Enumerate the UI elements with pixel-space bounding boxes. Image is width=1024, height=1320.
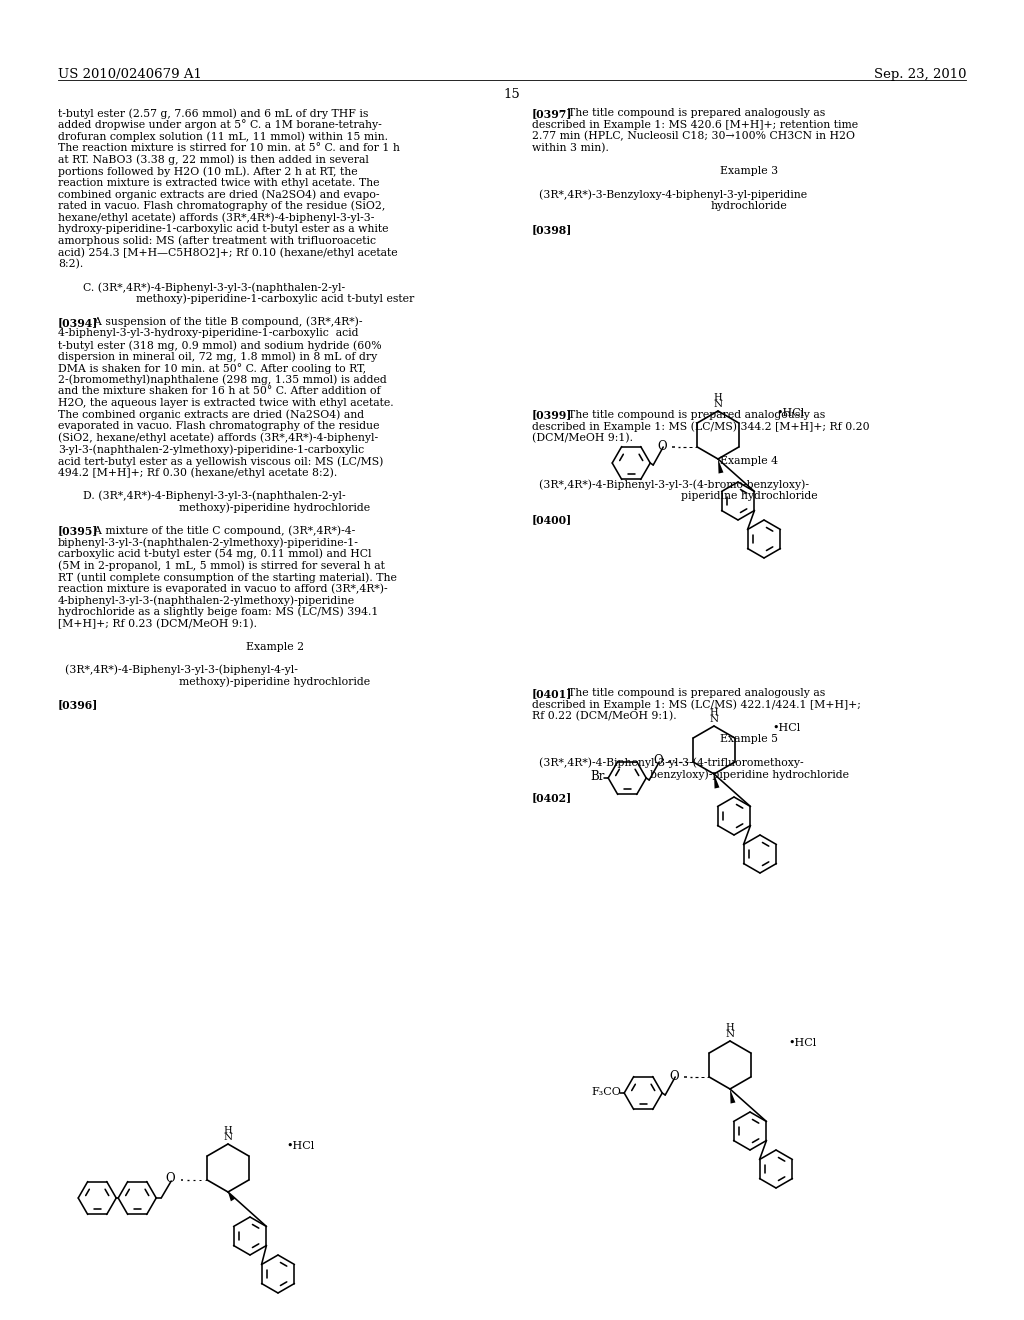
Text: at RT. NaBO3 (3.38 g, 22 mmol) is then added in several: at RT. NaBO3 (3.38 g, 22 mmol) is then a… (58, 154, 369, 165)
Text: A mixture of the title C compound, (3R*,4R*)-4-: A mixture of the title C compound, (3R*,… (87, 525, 355, 536)
Text: H: H (223, 1126, 232, 1135)
Text: evaporated in vacuo. Flash chromatography of the residue: evaporated in vacuo. Flash chromatograph… (58, 421, 380, 432)
Text: Rf 0.22 (DCM/MeOH 9:1).: Rf 0.22 (DCM/MeOH 9:1). (532, 711, 677, 722)
Text: [0399]: [0399] (532, 409, 572, 421)
Text: Example 4: Example 4 (720, 455, 778, 466)
Text: t-butyl ester (2.57 g, 7.66 mmol) and 6 mL of dry THF is: t-butyl ester (2.57 g, 7.66 mmol) and 6 … (58, 108, 369, 119)
Text: (3R*,4R*)-4-Biphenyl-3-yl-3-(4-trifluoromethoxy-: (3R*,4R*)-4-Biphenyl-3-yl-3-(4-trifluoro… (532, 758, 804, 768)
Text: 2.77 min (HPLC, Nucleosil C18; 30→100% CH3CN in H2O: 2.77 min (HPLC, Nucleosil C18; 30→100% C… (532, 131, 855, 141)
Text: benzyloxy)-piperidine hydrochloride: benzyloxy)-piperidine hydrochloride (649, 770, 849, 780)
Text: carboxylic acid t-butyl ester (54 mg, 0.11 mmol) and HCl: carboxylic acid t-butyl ester (54 mg, 0.… (58, 549, 372, 560)
Text: within 3 min).: within 3 min). (532, 143, 609, 153)
Text: RT (until complete consumption of the starting material). The: RT (until complete consumption of the st… (58, 572, 397, 582)
Text: N: N (710, 715, 719, 723)
Text: 8:2).: 8:2). (58, 259, 83, 269)
Text: methoxy)-piperidine hydrochloride: methoxy)-piperidine hydrochloride (179, 676, 371, 686)
Text: The reaction mixture is stirred for 10 min. at 5° C. and for 1 h: The reaction mixture is stirred for 10 m… (58, 143, 400, 153)
Text: rated in vacuo. Flash chromatography of the residue (SiO2,: rated in vacuo. Flash chromatography of … (58, 201, 385, 211)
Text: combined organic extracts are dried (Na2SO4) and evapo-: combined organic extracts are dried (Na2… (58, 189, 380, 199)
Text: H: H (726, 1023, 734, 1032)
Text: [0395]: [0395] (58, 525, 98, 537)
Text: (3R*,4R*)-4-Biphenyl-3-yl-3-(4-bromo-benzyloxy)-: (3R*,4R*)-4-Biphenyl-3-yl-3-(4-bromo-ben… (532, 479, 809, 490)
Text: reaction mixture is evaporated in vacuo to afford (3R*,4R*)-: reaction mixture is evaporated in vacuo … (58, 583, 388, 594)
Text: C. (3R*,4R*)-4-Biphenyl-3-yl-3-(naphthalen-2-yl-: C. (3R*,4R*)-4-Biphenyl-3-yl-3-(naphthal… (83, 282, 345, 293)
Text: [0401]: [0401] (532, 688, 572, 700)
Polygon shape (228, 1192, 236, 1201)
Text: methoxy)-piperidine hydrochloride: methoxy)-piperidine hydrochloride (179, 503, 371, 513)
Text: •HCl: •HCl (772, 723, 800, 733)
Text: US 2010/0240679 A1: US 2010/0240679 A1 (58, 69, 202, 81)
Text: Br: Br (591, 771, 605, 784)
Text: portions followed by H2O (10 mL). After 2 h at RT, the: portions followed by H2O (10 mL). After … (58, 166, 357, 177)
Text: Example 5: Example 5 (720, 734, 778, 744)
Text: [0394]: [0394] (58, 317, 98, 327)
Text: described in Example 1: MS (LC/MS) 344.2 [M+H]+; Rf 0.20: described in Example 1: MS (LC/MS) 344.2… (532, 421, 869, 432)
Text: [0402]: [0402] (532, 792, 572, 804)
Text: •HCl: •HCl (788, 1038, 816, 1048)
Text: drofuran complex solution (11 mL, 11 mmol) within 15 min.: drofuran complex solution (11 mL, 11 mmo… (58, 131, 388, 141)
Text: 494.2 [M+H]+; Rf 0.30 (hexane/ethyl acetate 8:2).: 494.2 [M+H]+; Rf 0.30 (hexane/ethyl acet… (58, 467, 337, 478)
Text: The title compound is prepared analogously as: The title compound is prepared analogous… (561, 108, 825, 117)
Text: acid) 254.3 [M+H—C5H8O2]+; Rf 0.10 (hexane/ethyl acetate: acid) 254.3 [M+H—C5H8O2]+; Rf 0.10 (hexa… (58, 247, 397, 257)
Text: H: H (714, 393, 722, 403)
Text: Example 3: Example 3 (720, 166, 778, 176)
Text: acid tert-butyl ester as a yellowish viscous oil: MS (LC/MS): acid tert-butyl ester as a yellowish vis… (58, 455, 383, 466)
Text: hexane/ethyl acetate) affords (3R*,4R*)-4-biphenyl-3-yl-3-: hexane/ethyl acetate) affords (3R*,4R*)-… (58, 213, 375, 223)
Text: O: O (670, 1069, 679, 1082)
Text: [M+H]+; Rf 0.23 (DCM/MeOH 9:1).: [M+H]+; Rf 0.23 (DCM/MeOH 9:1). (58, 618, 257, 628)
Text: N: N (714, 400, 723, 409)
Text: Sep. 23, 2010: Sep. 23, 2010 (873, 69, 966, 81)
Text: biphenyl-3-yl-3-(naphthalen-2-ylmethoxy)-piperidine-1-: biphenyl-3-yl-3-(naphthalen-2-ylmethoxy)… (58, 537, 358, 548)
Text: The combined organic extracts are dried (Na2SO4) and: The combined organic extracts are dried … (58, 409, 365, 420)
Text: 15: 15 (504, 88, 520, 102)
Text: dispersion in mineral oil, 72 mg, 1.8 mmol) in 8 mL of dry: dispersion in mineral oil, 72 mg, 1.8 mm… (58, 351, 377, 362)
Text: [0400]: [0400] (532, 513, 572, 525)
Text: (3R*,4R*)-4-Biphenyl-3-yl-3-(biphenyl-4-yl-: (3R*,4R*)-4-Biphenyl-3-yl-3-(biphenyl-4-… (58, 665, 298, 676)
Text: amorphous solid: MS (after treatment with trifluoroacetic: amorphous solid: MS (after treatment wit… (58, 235, 376, 246)
Text: [0396]: [0396] (58, 700, 98, 710)
Text: 4-biphenyl-3-yl-3-hydroxy-piperidine-1-carboxylic  acid: 4-biphenyl-3-yl-3-hydroxy-piperidine-1-c… (58, 329, 358, 338)
Text: (SiO2, hexane/ethyl acetate) affords (3R*,4R*)-4-biphenyl-: (SiO2, hexane/ethyl acetate) affords (3R… (58, 433, 378, 444)
Text: O: O (653, 755, 664, 767)
Text: 2-(bromomethyl)naphthalene (298 mg, 1.35 mmol) is added: 2-(bromomethyl)naphthalene (298 mg, 1.35… (58, 375, 387, 385)
Text: N: N (725, 1030, 734, 1039)
Text: reaction mixture is extracted twice with ethyl acetate. The: reaction mixture is extracted twice with… (58, 178, 380, 187)
Text: methoxy)-piperidine-1-carboxylic acid t-butyl ester: methoxy)-piperidine-1-carboxylic acid t-… (136, 293, 414, 304)
Text: [0397]: [0397] (532, 108, 572, 119)
Text: (5M in 2-propanol, 1 mL, 5 mmol) is stirred for several h at: (5M in 2-propanol, 1 mL, 5 mmol) is stir… (58, 561, 385, 572)
Text: t-butyl ester (318 mg, 0.9 mmol) and sodium hydride (60%: t-butyl ester (318 mg, 0.9 mmol) and sod… (58, 341, 382, 351)
Text: hydrochloride as a slightly beige foam: MS (LC/MS) 394.1: hydrochloride as a slightly beige foam: … (58, 607, 379, 618)
Text: F₃CO: F₃CO (591, 1086, 622, 1097)
Text: hydroxy-piperidine-1-carboxylic acid t-butyl ester as a white: hydroxy-piperidine-1-carboxylic acid t-b… (58, 224, 388, 234)
Text: O: O (657, 440, 668, 453)
Text: and the mixture shaken for 16 h at 50° C. After addition of: and the mixture shaken for 16 h at 50° C… (58, 387, 381, 396)
Text: 3-yl-3-(naphthalen-2-ylmethoxy)-piperidine-1-carboxylic: 3-yl-3-(naphthalen-2-ylmethoxy)-piperidi… (58, 445, 365, 455)
Text: H: H (710, 708, 718, 717)
Text: hydrochloride: hydrochloride (711, 201, 787, 211)
Text: added dropwise under argon at 5° C. a 1M borane-tetrahy-: added dropwise under argon at 5° C. a 1M… (58, 120, 382, 131)
Text: The title compound is prepared analogously as: The title compound is prepared analogous… (561, 688, 825, 698)
Text: [0398]: [0398] (532, 224, 572, 235)
Text: (DCM/MeOH 9:1).: (DCM/MeOH 9:1). (532, 433, 633, 444)
Text: 4-biphenyl-3-yl-3-(naphthalen-2-ylmethoxy)-piperidine: 4-biphenyl-3-yl-3-(naphthalen-2-ylmethox… (58, 595, 355, 606)
Text: A suspension of the title B compound, (3R*,4R*)-: A suspension of the title B compound, (3… (87, 317, 362, 327)
Text: piperidine hydrochloride: piperidine hydrochloride (681, 491, 817, 500)
Text: The title compound is prepared analogously as: The title compound is prepared analogous… (561, 409, 825, 420)
Text: •HCl: •HCl (286, 1140, 314, 1151)
Polygon shape (718, 459, 723, 474)
Polygon shape (730, 1089, 735, 1104)
Text: H2O, the aqueous layer is extracted twice with ethyl acetate.: H2O, the aqueous layer is extracted twic… (58, 399, 393, 408)
Text: (3R*,4R*)-3-Benzyloxy-4-biphenyl-3-yl-piperidine: (3R*,4R*)-3-Benzyloxy-4-biphenyl-3-yl-pi… (532, 189, 807, 199)
Text: •HCl: •HCl (776, 408, 804, 418)
Text: Example 2: Example 2 (246, 642, 304, 652)
Text: O: O (166, 1172, 175, 1185)
Text: described in Example 1: MS 420.6 [M+H]+; retention time: described in Example 1: MS 420.6 [M+H]+;… (532, 120, 858, 129)
Text: DMA is shaken for 10 min. at 50° C. After cooling to RT,: DMA is shaken for 10 min. at 50° C. Afte… (58, 363, 367, 374)
Polygon shape (714, 774, 720, 788)
Text: N: N (223, 1133, 232, 1142)
Text: D. (3R*,4R*)-4-Biphenyl-3-yl-3-(naphthalen-2-yl-: D. (3R*,4R*)-4-Biphenyl-3-yl-3-(naphthal… (83, 491, 346, 502)
Text: described in Example 1: MS (LC/MS) 422.1/424.1 [M+H]+;: described in Example 1: MS (LC/MS) 422.1… (532, 700, 861, 710)
